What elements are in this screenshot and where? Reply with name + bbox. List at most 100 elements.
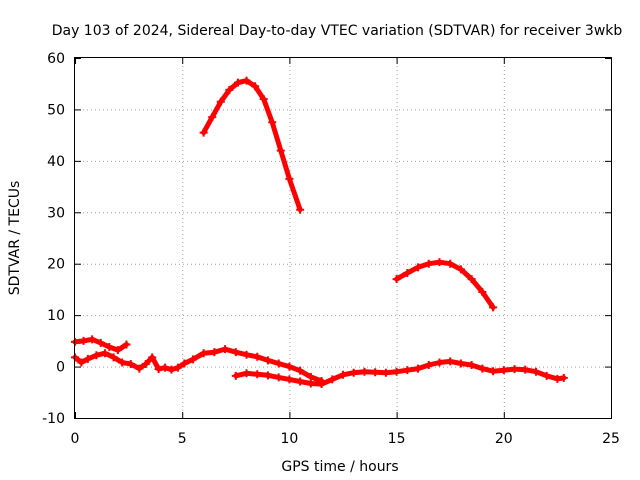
data-point <box>113 346 122 355</box>
data-point <box>92 351 101 360</box>
data-point <box>285 375 294 384</box>
data-point <box>414 263 423 272</box>
y-tick-labels: -10 0 10 20 30 40 50 60 <box>42 51 65 427</box>
data-point <box>77 358 86 367</box>
data-point <box>122 340 131 349</box>
data-point <box>167 365 176 374</box>
data-point <box>349 368 358 377</box>
data-point <box>105 343 114 352</box>
data-point <box>489 367 498 376</box>
data-point <box>231 371 240 380</box>
data-point <box>296 205 305 214</box>
series-arc-high <box>201 78 303 213</box>
data-point <box>446 259 455 268</box>
data-point <box>79 336 88 345</box>
data-point <box>306 372 315 381</box>
data-point <box>424 361 433 370</box>
data-point <box>161 363 170 372</box>
data-point <box>109 353 118 362</box>
y-tick-label: 60 <box>47 51 65 67</box>
data-point <box>381 368 390 377</box>
data-point <box>118 358 127 367</box>
data-point <box>317 380 326 389</box>
data-point <box>392 275 401 284</box>
data-point <box>446 357 455 366</box>
data-point <box>141 360 150 368</box>
x-tick-label: 0 <box>71 431 80 447</box>
data-point <box>263 371 272 380</box>
data-point <box>216 97 225 106</box>
data-point <box>188 355 197 364</box>
data-point <box>285 362 294 371</box>
series-layer <box>71 76 568 389</box>
grid <box>75 58 611 418</box>
data-point <box>173 363 182 372</box>
data-point <box>126 360 135 368</box>
data-point <box>553 374 562 383</box>
data-point <box>274 373 283 382</box>
data-point <box>242 350 251 359</box>
data-point <box>531 367 540 376</box>
data-point <box>510 365 519 374</box>
plot-frame <box>74 57 612 419</box>
data-point <box>424 259 433 268</box>
data-point <box>339 370 347 379</box>
y-tick-label: -10 <box>42 411 65 427</box>
data-point <box>96 338 105 347</box>
y-tick-label: 0 <box>56 360 65 376</box>
chart-title: Day 103 of 2024, Sidereal Day-to-day VTE… <box>52 23 623 39</box>
data-point <box>242 76 251 85</box>
data-point <box>542 371 551 380</box>
data-point <box>499 366 508 375</box>
data-point <box>296 377 305 386</box>
data-point <box>274 359 283 368</box>
data-point <box>276 146 285 155</box>
data-point <box>221 345 230 354</box>
data-point <box>154 365 163 374</box>
data-point <box>251 82 260 91</box>
data-point <box>521 365 530 374</box>
data-point <box>148 353 157 362</box>
data-point <box>403 268 412 277</box>
y-tick-label: 20 <box>47 257 65 273</box>
x-tick-label: 10 <box>280 431 298 447</box>
data-point <box>456 265 465 274</box>
data-point <box>253 352 262 361</box>
data-point <box>467 275 476 284</box>
data-point <box>371 368 380 377</box>
data-point <box>296 366 305 375</box>
x-tick-label: 15 <box>388 431 406 447</box>
data-point <box>360 367 369 376</box>
data-point <box>403 366 412 375</box>
data-point <box>559 373 568 382</box>
x-tick-label: 25 <box>602 431 620 447</box>
data-point <box>478 364 487 373</box>
series-arc-mid <box>394 259 496 310</box>
data-point <box>456 359 465 368</box>
data-point <box>233 78 242 87</box>
data-point <box>435 358 444 367</box>
data-point <box>414 364 423 373</box>
data-point <box>208 113 217 122</box>
data-point <box>83 354 92 363</box>
y-axis-label: SDTVAR / TECUs <box>7 181 23 296</box>
y-tick-label: 50 <box>47 102 65 118</box>
data-point <box>225 85 234 94</box>
data-point <box>253 370 262 379</box>
data-point <box>199 128 208 137</box>
data-point <box>285 174 294 183</box>
data-point <box>435 258 444 267</box>
data-point <box>306 379 315 388</box>
data-point <box>242 369 251 378</box>
data-point <box>467 361 476 370</box>
data-point <box>268 118 277 127</box>
data-point <box>88 335 97 344</box>
data-point <box>231 348 240 357</box>
y-tick-label: 40 <box>47 154 65 170</box>
data-point <box>328 375 337 384</box>
data-point <box>489 303 498 312</box>
data-point <box>135 364 144 373</box>
data-point <box>199 349 208 358</box>
x-tick-label: 20 <box>495 431 513 447</box>
